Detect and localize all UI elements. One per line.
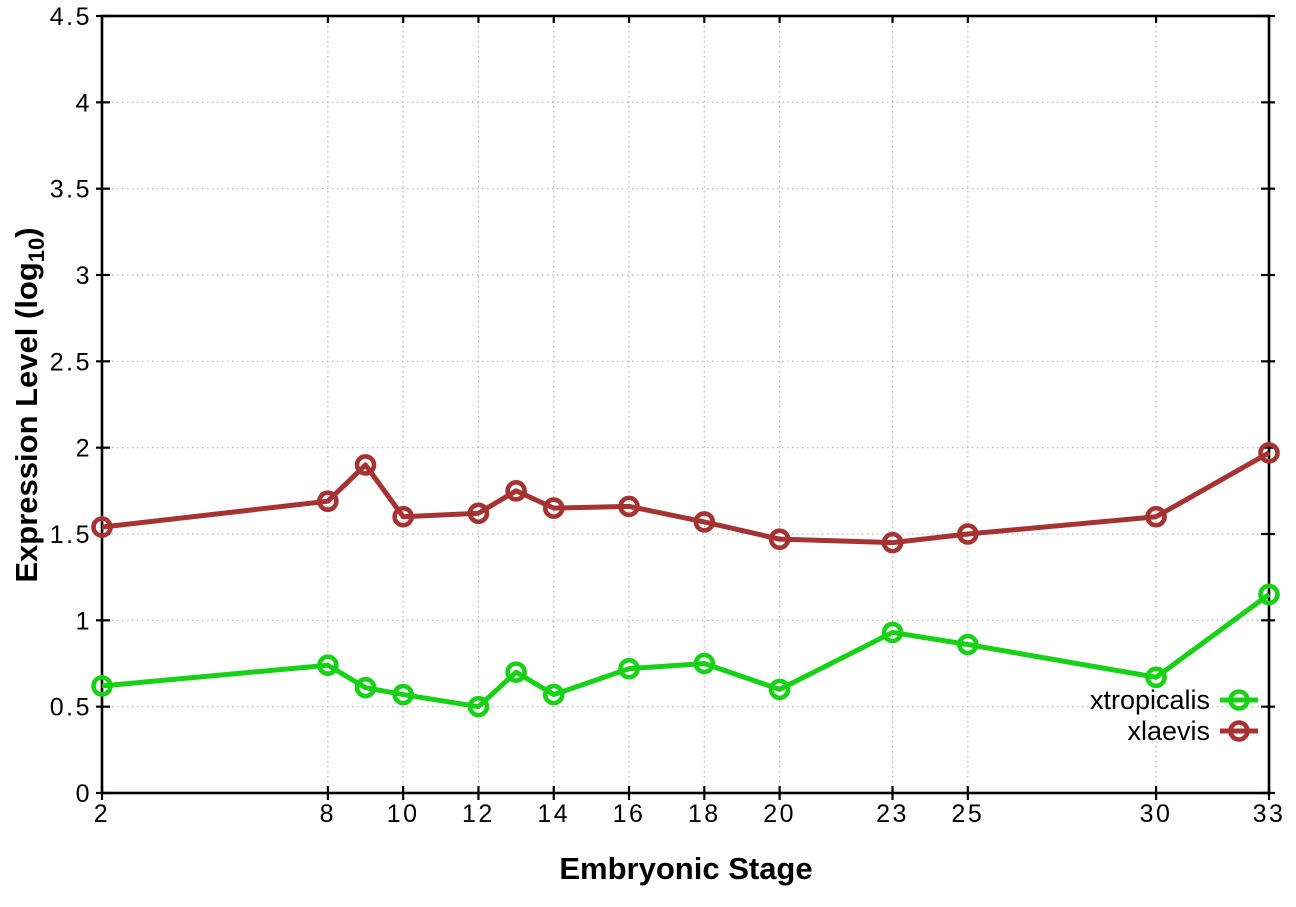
data-point-xtropicalis (1145, 666, 1167, 689)
data-point-xlaevis (618, 495, 640, 518)
data-point-xtropicalis (693, 652, 716, 675)
legend-sample-marker-xtropicalis (1228, 689, 1250, 711)
data-point-xtropicalis (542, 683, 565, 706)
tick-label-layer: 2 8 10 12 14 16 18 20 23 25 30 33 0 0.5 1 1.5 2 2.5 3 3.5 4 4… (50, 3, 1286, 828)
data-point-xtropicalis (392, 683, 414, 706)
series-layer (91, 442, 1280, 718)
data-point-xtropicalis (957, 633, 979, 656)
x-tick-label: 30 (1140, 800, 1173, 828)
data-point-xtropicalis (768, 678, 791, 701)
data-point-xtropicalis (91, 675, 113, 697)
data-point-xtropicalis (505, 661, 527, 683)
legend-label-xlaevis: xlaevis (1127, 716, 1210, 746)
border-layer (96, 14, 1275, 800)
x-tick-label: 14 (537, 800, 570, 828)
data-point-xlaevis (354, 454, 377, 476)
x-tick-label: 12 (462, 800, 495, 828)
y-axis-title: Expression Level (log10) (9, 227, 49, 582)
y-tick-label: 1 (76, 607, 92, 635)
plot-border (100, 14, 1271, 795)
data-point-xtropicalis (354, 676, 377, 699)
y-tick-label: 3 (76, 262, 92, 290)
y-tick-label: 4 (76, 89, 92, 117)
legend: xtropicalis xlaevis (1090, 685, 1258, 746)
y-tick-label: 2 (76, 435, 92, 463)
data-point-xlaevis (1258, 442, 1280, 464)
data-point-xlaevis (91, 516, 113, 538)
series-line-xlaevis (101, 450, 1271, 546)
legend-label-xtropicalis: xtropicalis (1090, 685, 1210, 715)
x-tick-label: 16 (613, 800, 646, 828)
data-point-xlaevis (505, 480, 527, 502)
x-axis-title: Embryonic Stage (559, 851, 812, 886)
x-tick-label: 33 (1253, 800, 1286, 828)
y-axis-title-end: ) (9, 227, 44, 237)
y-tick-label: 1.5 (50, 521, 92, 549)
x-tick-label: 8 (320, 800, 336, 828)
y-tick-label: 3.5 (50, 176, 92, 204)
x-tick-label: 25 (951, 800, 984, 828)
data-point-xlaevis (1145, 505, 1167, 528)
data-point-xtropicalis (881, 621, 904, 644)
data-point-xlaevis (693, 511, 716, 533)
y-axis-title-subscript: 10 (24, 238, 49, 262)
data-point-xlaevis (957, 523, 979, 545)
data-point-xtropicalis (467, 695, 490, 718)
data-point-xlaevis (392, 505, 414, 528)
y-tick-label: 2.5 (50, 348, 92, 376)
y-tick-label: 4.5 (50, 3, 92, 31)
x-tick-label: 10 (387, 800, 420, 828)
x-tick-label: 23 (876, 800, 909, 828)
data-point-xlaevis (467, 502, 490, 525)
data-point-xtropicalis (1258, 583, 1280, 606)
x-tick-label: 2 (94, 800, 110, 828)
y-tick-label: 0.5 (50, 694, 92, 722)
data-point-xlaevis (768, 528, 791, 550)
data-point-xlaevis (881, 531, 904, 554)
y-tick-label: 0 (76, 780, 92, 808)
grid-layer (102, 16, 1269, 793)
data-point-xlaevis (317, 490, 339, 512)
data-point-xlaevis (542, 497, 565, 519)
data-point-xtropicalis (618, 657, 640, 680)
data-point-xtropicalis (317, 654, 339, 677)
x-tick-label: 18 (688, 800, 721, 828)
x-tick-label: 20 (763, 800, 796, 828)
legend-sample-marker-xlaevis (1228, 720, 1250, 742)
y-axis-title-main: Expression Level (log (9, 262, 44, 582)
